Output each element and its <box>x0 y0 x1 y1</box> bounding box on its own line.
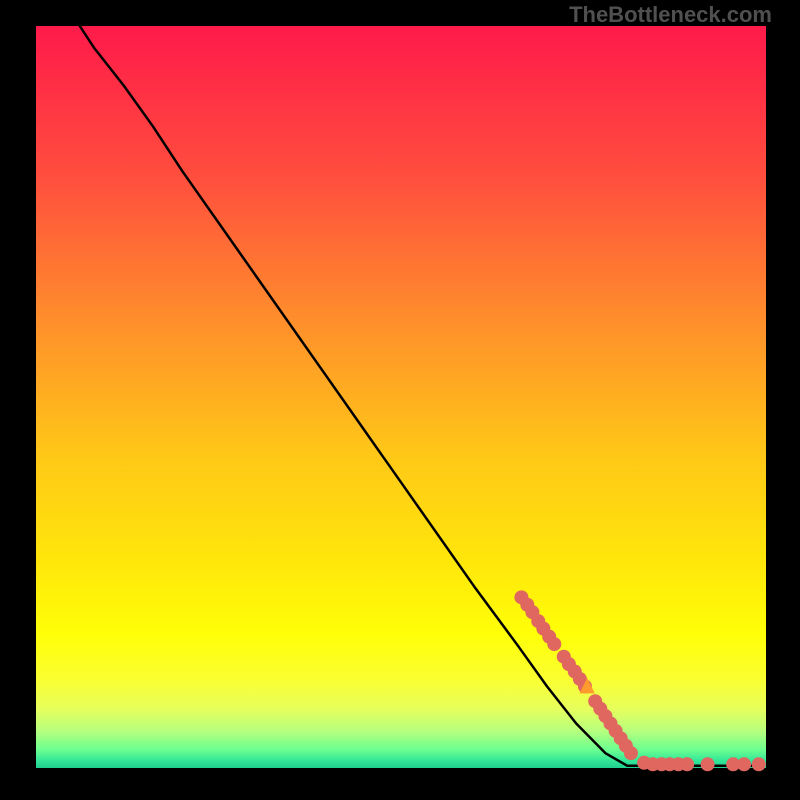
scatter-point <box>752 757 766 771</box>
chart-container: TheBottleneck.com <box>0 0 800 800</box>
curve-line <box>80 26 759 766</box>
plot-area <box>36 26 766 768</box>
scatter-point <box>624 746 638 760</box>
scatter-point <box>680 757 694 771</box>
watermark-text: TheBottleneck.com <box>569 2 772 28</box>
scatter-point <box>547 637 561 651</box>
scatter-point <box>737 757 751 771</box>
scatter-point <box>701 757 715 771</box>
chart-svg-layer <box>36 26 766 768</box>
